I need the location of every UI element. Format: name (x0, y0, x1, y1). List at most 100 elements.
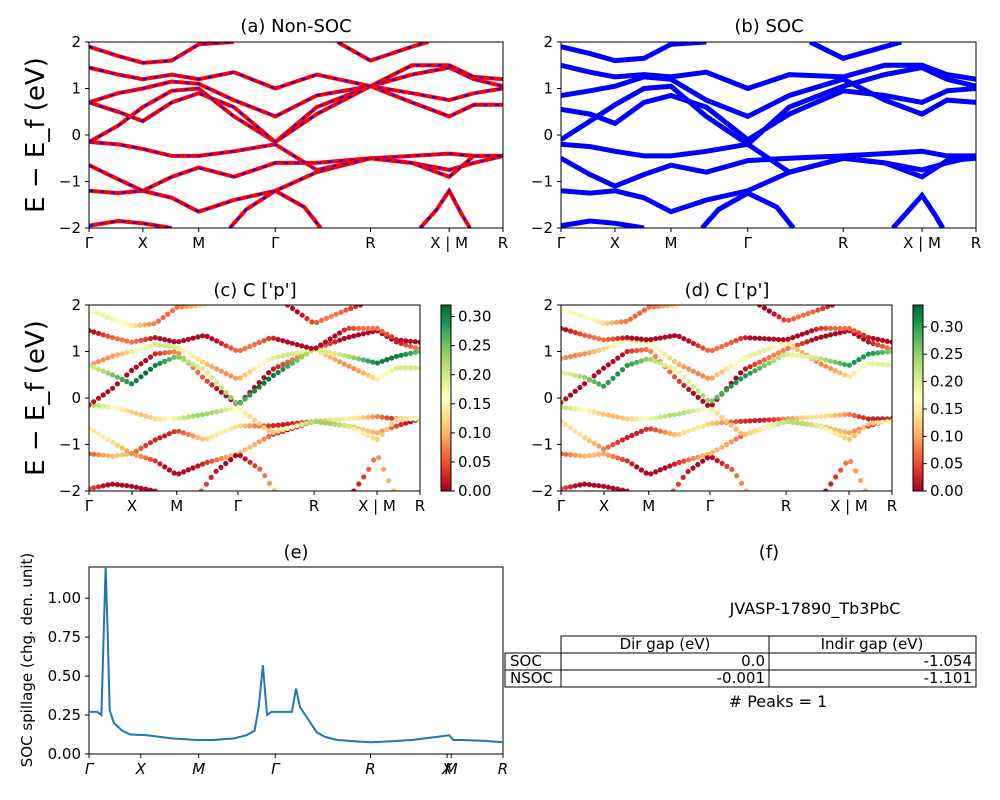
projected-band-point (309, 319, 314, 324)
projected-band-point (700, 393, 705, 398)
projected-band-point (644, 416, 649, 421)
projected-band-point (639, 429, 644, 434)
projected-band-point (710, 421, 715, 426)
panel-a-nonsoc-bands: −2 −1 0 1 2 Γ X M Γ R X | M R (59, 33, 508, 252)
projected-band-point (743, 419, 748, 424)
projected-band-point (120, 452, 125, 457)
projected-band-point (101, 332, 106, 337)
projected-band-point (114, 318, 119, 323)
projected-band-point (394, 417, 399, 422)
projected-band-point (304, 352, 309, 357)
projected-band-point (261, 375, 266, 380)
projected-band-point (724, 442, 729, 447)
projected-band-point (662, 430, 667, 435)
projected-band-point (129, 451, 134, 456)
projected-band-point (625, 458, 630, 463)
projected-band-point (280, 367, 285, 372)
projected-band-point (247, 445, 252, 450)
ylabel-spillage: SOC spillage (chg. den. unit) (18, 553, 36, 768)
projected-band-point (157, 351, 162, 356)
projected-band-point (776, 343, 781, 348)
projected-band-point (795, 333, 800, 338)
projected-band-point (573, 429, 578, 434)
projected-band-point (200, 462, 205, 467)
projected-band-point (866, 339, 871, 344)
projected-band-point (700, 345, 705, 350)
projected-band-point (124, 321, 129, 326)
projected-band-point (365, 373, 370, 378)
panel-f-title: (f) (759, 542, 779, 563)
x-tick-label: X (127, 497, 137, 515)
colorbar-tick-label: 0.25 (930, 345, 963, 363)
projected-band-point (672, 359, 677, 364)
projected-band-point (181, 338, 186, 343)
projected-band-point (148, 488, 153, 493)
projected-band-point (129, 409, 134, 414)
projected-band-point (842, 373, 847, 378)
projected-band-point (105, 482, 110, 487)
projected-band-point (828, 326, 833, 331)
projected-band-point (205, 370, 210, 375)
projected-band-point (610, 486, 615, 491)
projected-band-point (596, 444, 601, 449)
projected-band-point (295, 309, 300, 314)
projected-band-point (596, 483, 601, 488)
projected-band-point (148, 343, 153, 348)
projected-band-point (767, 308, 772, 313)
projected-band-point (381, 467, 386, 472)
projected-band-point (653, 345, 658, 350)
projected-band-point (748, 371, 753, 376)
projected-band-point (871, 421, 876, 426)
projected-band-point (577, 453, 582, 458)
projected-band-point (610, 414, 615, 419)
projected-band-point (681, 459, 686, 464)
projected-band-point (606, 453, 611, 458)
projected-band-point (133, 323, 138, 328)
projected-band-point (681, 336, 686, 341)
projected-band-point (691, 408, 696, 413)
colorbar-tick-label: 0.30 (930, 318, 963, 336)
y-tick-label: −2 (531, 219, 553, 237)
colorbar-tick-label: 0.25 (458, 337, 491, 355)
projected-band-point (823, 357, 828, 362)
projected-band-point (648, 426, 653, 431)
projected-band-point (314, 320, 319, 325)
figure: (a) Non-SOC (b) SOC (c) C ['p'] (d) C ['… (0, 0, 1000, 800)
projected-band-point (573, 330, 578, 335)
x-tick-label: M (445, 760, 458, 778)
projected-band-point (214, 469, 219, 474)
projected-band-point (781, 353, 786, 358)
projected-band-point (285, 352, 290, 357)
projected-band-point (328, 341, 333, 346)
x-tick-label: X (138, 234, 148, 252)
projected-band-point (644, 357, 649, 362)
projected-band-point (738, 419, 743, 424)
projected-band-point (686, 409, 691, 414)
projected-band-point (823, 364, 828, 369)
projected-band-point (200, 359, 205, 364)
projected-band-point (91, 485, 96, 490)
projected-band-point (120, 483, 125, 488)
projected-band-point (129, 381, 134, 386)
projected-band-point (785, 346, 790, 351)
projected-band-point (172, 416, 177, 421)
projected-band-point (847, 437, 852, 442)
projected-band-point (399, 365, 404, 370)
projected-band-point (871, 351, 876, 356)
projected-band-point (403, 365, 408, 370)
projected-band-point (847, 412, 852, 417)
projected-band-point (242, 447, 247, 452)
projected-band-point (686, 379, 691, 384)
projected-band-point (605, 321, 610, 326)
projected-band-point (290, 306, 295, 311)
projected-band-point (885, 362, 890, 367)
projected-band-point (795, 416, 800, 421)
y-tick-label: 0.50 (48, 667, 81, 685)
projected-band-point (757, 418, 762, 423)
projected-band-point (610, 343, 615, 348)
projected-band-point (257, 384, 262, 389)
projected-band-point (124, 408, 129, 413)
projected-band-point (729, 384, 734, 389)
projected-band-point (238, 400, 243, 405)
projected-band-point (290, 361, 295, 366)
